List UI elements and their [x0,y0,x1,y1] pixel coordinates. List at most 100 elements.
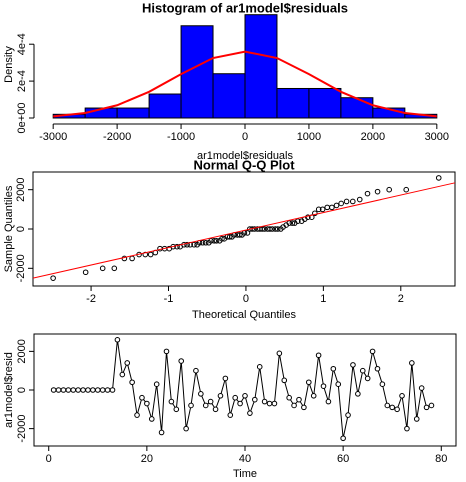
series-point [428,402,435,409]
series-point [409,360,415,366]
series-point [188,402,194,409]
x-tick-label: 3000 [425,131,449,143]
series-point [296,396,302,403]
series-point [124,360,131,366]
series-point [222,375,229,382]
qq-point [174,243,180,250]
qq-point [267,226,273,232]
series-point [80,387,86,393]
density-curve [53,50,437,118]
series-point [335,381,342,388]
y-tick-label: 0e+00 [16,103,28,134]
x-tick-label: -2000 [103,131,131,143]
qq-point [343,198,350,205]
series-point [193,367,199,374]
series-point [276,350,283,357]
series-point [330,365,337,372]
series-point [291,402,297,409]
qq-point [261,226,268,232]
qq-point [333,202,340,209]
y-tick-label: 0 [16,387,28,393]
qq-point [184,241,190,248]
series-point [315,352,322,359]
series-point [325,398,332,405]
series-point [75,387,81,393]
series-point [389,404,396,411]
series-point [207,398,214,405]
series-point [65,387,72,393]
qq-point [111,265,118,272]
y-tick-label: 4e-4 [16,33,28,55]
series-point [369,348,376,355]
x-tick-label: -1 [164,293,174,305]
series-point [50,387,57,393]
qq-point [142,251,149,258]
qq-point [272,226,279,232]
series-point [320,383,327,389]
series-point [109,387,116,393]
bar [244,14,278,119]
x-tick-label: 40 [239,453,251,465]
bar [276,87,310,119]
series-point [364,375,371,382]
series-point [418,385,425,391]
series-point [242,392,248,399]
x-axis-label: Time [233,468,257,480]
series-point [252,396,258,403]
qq-point [286,220,293,226]
series-point [90,387,96,393]
qq-point [202,239,209,246]
qq-point [219,236,225,242]
y-tick-label: -2000 [15,254,27,282]
qq-point [82,269,89,276]
qq-point [211,237,217,244]
x-tick-label: 0 [46,453,52,465]
series-point [144,400,150,407]
x-tick-label: 1 [320,293,326,305]
x-tick-label: 60 [337,453,349,465]
y-tick-label: -2000 [16,415,28,443]
y-axis-label: ar1model$resid [3,352,15,428]
x-tick-label: 80 [435,453,447,465]
series-point [178,358,185,364]
series-point [340,435,346,442]
qq-point [349,198,356,205]
series-point [266,400,273,407]
series-point [60,387,67,393]
series-point [173,406,180,413]
x-tick-label: -1000 [167,131,195,143]
series-point [163,348,170,355]
qq-point [315,206,322,213]
series-point [94,387,101,393]
series-point [198,391,204,397]
series-point [153,381,160,388]
series-point [237,400,243,407]
series-point [158,429,165,436]
series-point [104,387,111,393]
qq-point [274,226,281,232]
qq-point [208,237,214,244]
y-axis-label: Density [3,46,15,83]
chart-title: Normal Q-Q Plot [193,157,295,172]
qq-point [338,200,344,207]
series-point [119,371,126,378]
series-point [134,412,140,418]
y-tick-label: 0 [15,226,27,232]
series-point [384,402,391,409]
series-point [271,400,278,407]
series-point [404,425,410,432]
series-point [413,416,420,422]
x-tick-label: 0 [242,131,248,143]
qq-point [329,204,335,211]
series-point [129,379,135,386]
qq-point [386,186,392,193]
y-tick-label: 2000 [16,339,28,363]
qq-point [147,251,154,258]
series-point [345,412,351,418]
series-point [256,364,263,370]
series-point [355,391,361,397]
series-point [261,398,268,405]
series-point [305,379,312,386]
bar [308,87,342,119]
